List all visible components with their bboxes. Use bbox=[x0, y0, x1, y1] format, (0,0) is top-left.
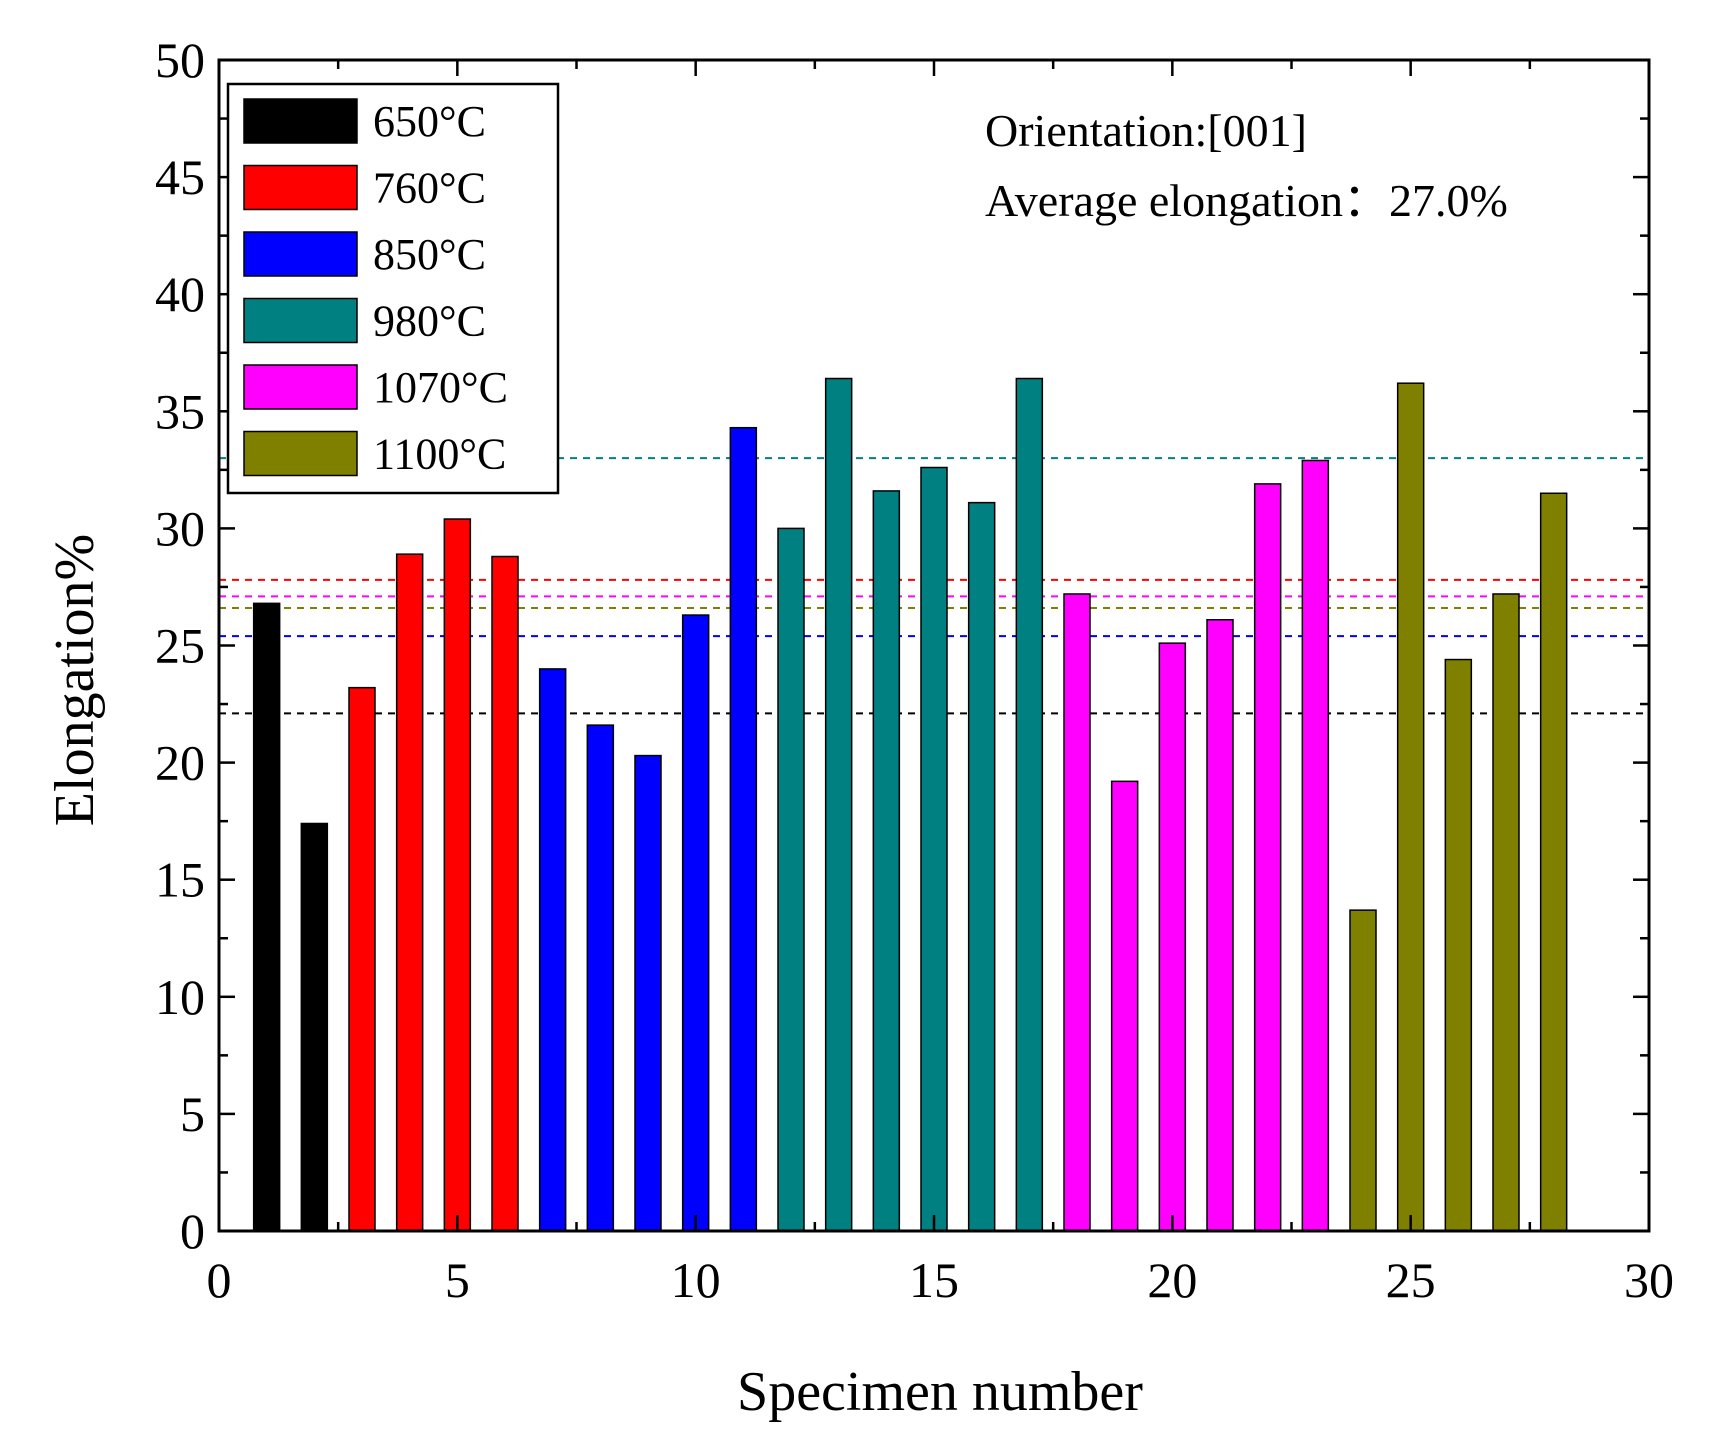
legend-label: 850°C bbox=[373, 230, 486, 279]
bar-specimen-5 bbox=[443, 518, 472, 1232]
y-tick-label: 10 bbox=[155, 969, 205, 1025]
bar-specimen-16 bbox=[967, 501, 996, 1232]
annotation-average-elongation: Average elongation：27.0% bbox=[985, 175, 1508, 226]
legend-swatch bbox=[243, 98, 358, 144]
legend-swatch bbox=[243, 164, 358, 211]
legend-box bbox=[226, 82, 560, 495]
bar-specimen-23 bbox=[1301, 459, 1330, 1232]
y-tick-label: 5 bbox=[180, 1086, 205, 1142]
y-tick-label: 40 bbox=[155, 266, 205, 322]
legend-label: 980°C bbox=[373, 297, 486, 346]
x-tick-label: 30 bbox=[1624, 1252, 1674, 1308]
legend-swatch bbox=[243, 430, 358, 477]
x-tick-label: 10 bbox=[671, 1252, 721, 1308]
bar-specimen-9 bbox=[634, 754, 662, 1232]
legend-swatch bbox=[243, 297, 358, 344]
bar-specimen-19 bbox=[1110, 780, 1139, 1232]
bar-specimen-28 bbox=[1539, 492, 1568, 1232]
bar-specimen-24 bbox=[1349, 909, 1377, 1232]
annotation-orientation: Orientation:[001] bbox=[985, 105, 1307, 156]
y-tick-label: 25 bbox=[155, 618, 205, 674]
bar-specimen-18 bbox=[1063, 593, 1091, 1232]
bar-specimen-4 bbox=[395, 553, 424, 1232]
y-tick-label: 20 bbox=[155, 735, 205, 791]
legend-label: 760°C bbox=[373, 164, 486, 213]
bar-specimen-1 bbox=[252, 602, 281, 1232]
bar-specimen-8 bbox=[586, 724, 615, 1232]
x-tick-label: 15 bbox=[909, 1252, 959, 1308]
legend-label: 1100°C bbox=[373, 430, 506, 479]
bar-specimen-2 bbox=[300, 822, 329, 1232]
bar-specimen-7 bbox=[538, 668, 567, 1232]
bar-specimen-14 bbox=[872, 490, 901, 1232]
axes: 0 5 10 15 20 25 30 0 5 10 15 20 25 30 35 40 45 50 bbox=[155, 32, 1674, 1308]
legend-swatch bbox=[243, 364, 358, 410]
bars bbox=[252, 377, 1568, 1232]
legend: 650°C 760°C 850°C 980°C 1070°C 1100°C bbox=[226, 82, 560, 495]
x-tick-label: 25 bbox=[1386, 1252, 1436, 1308]
bar-specimen-10 bbox=[681, 614, 710, 1232]
y-tick-label: 50 bbox=[155, 32, 205, 88]
x-tick-label: 20 bbox=[1147, 1252, 1197, 1308]
bar-specimen-20 bbox=[1158, 642, 1187, 1232]
x-tick-label: 5 bbox=[445, 1252, 470, 1308]
y-tick-label: 30 bbox=[155, 500, 205, 556]
y-tick-label: 45 bbox=[155, 149, 205, 205]
legend-label: 1070°C bbox=[373, 363, 508, 412]
bar-specimen-12 bbox=[777, 527, 805, 1232]
bar-specimen-27 bbox=[1492, 593, 1520, 1232]
bar-specimen-11 bbox=[729, 426, 758, 1232]
bar-specimen-17 bbox=[1015, 377, 1044, 1232]
bar-specimen-13 bbox=[824, 377, 853, 1232]
bar-specimen-3 bbox=[348, 686, 376, 1232]
y-tick-label: 0 bbox=[180, 1203, 205, 1259]
x-tick-label: 0 bbox=[207, 1252, 232, 1308]
bar-specimen-6 bbox=[491, 555, 519, 1232]
y-axis-title: Elongation% bbox=[44, 534, 106, 826]
legend-label: 650°C bbox=[373, 97, 486, 146]
bar-specimen-22 bbox=[1253, 483, 1282, 1232]
bar-specimen-25 bbox=[1396, 382, 1425, 1232]
bar-specimen-26 bbox=[1444, 658, 1473, 1232]
bar-specimen-21 bbox=[1206, 618, 1234, 1232]
y-tick-label: 35 bbox=[155, 383, 205, 439]
bar-specimen-15 bbox=[920, 466, 948, 1232]
y-tick-label: 15 bbox=[155, 852, 205, 908]
legend-swatch bbox=[243, 231, 358, 277]
x-axis-title: Specimen number bbox=[737, 1361, 1143, 1423]
